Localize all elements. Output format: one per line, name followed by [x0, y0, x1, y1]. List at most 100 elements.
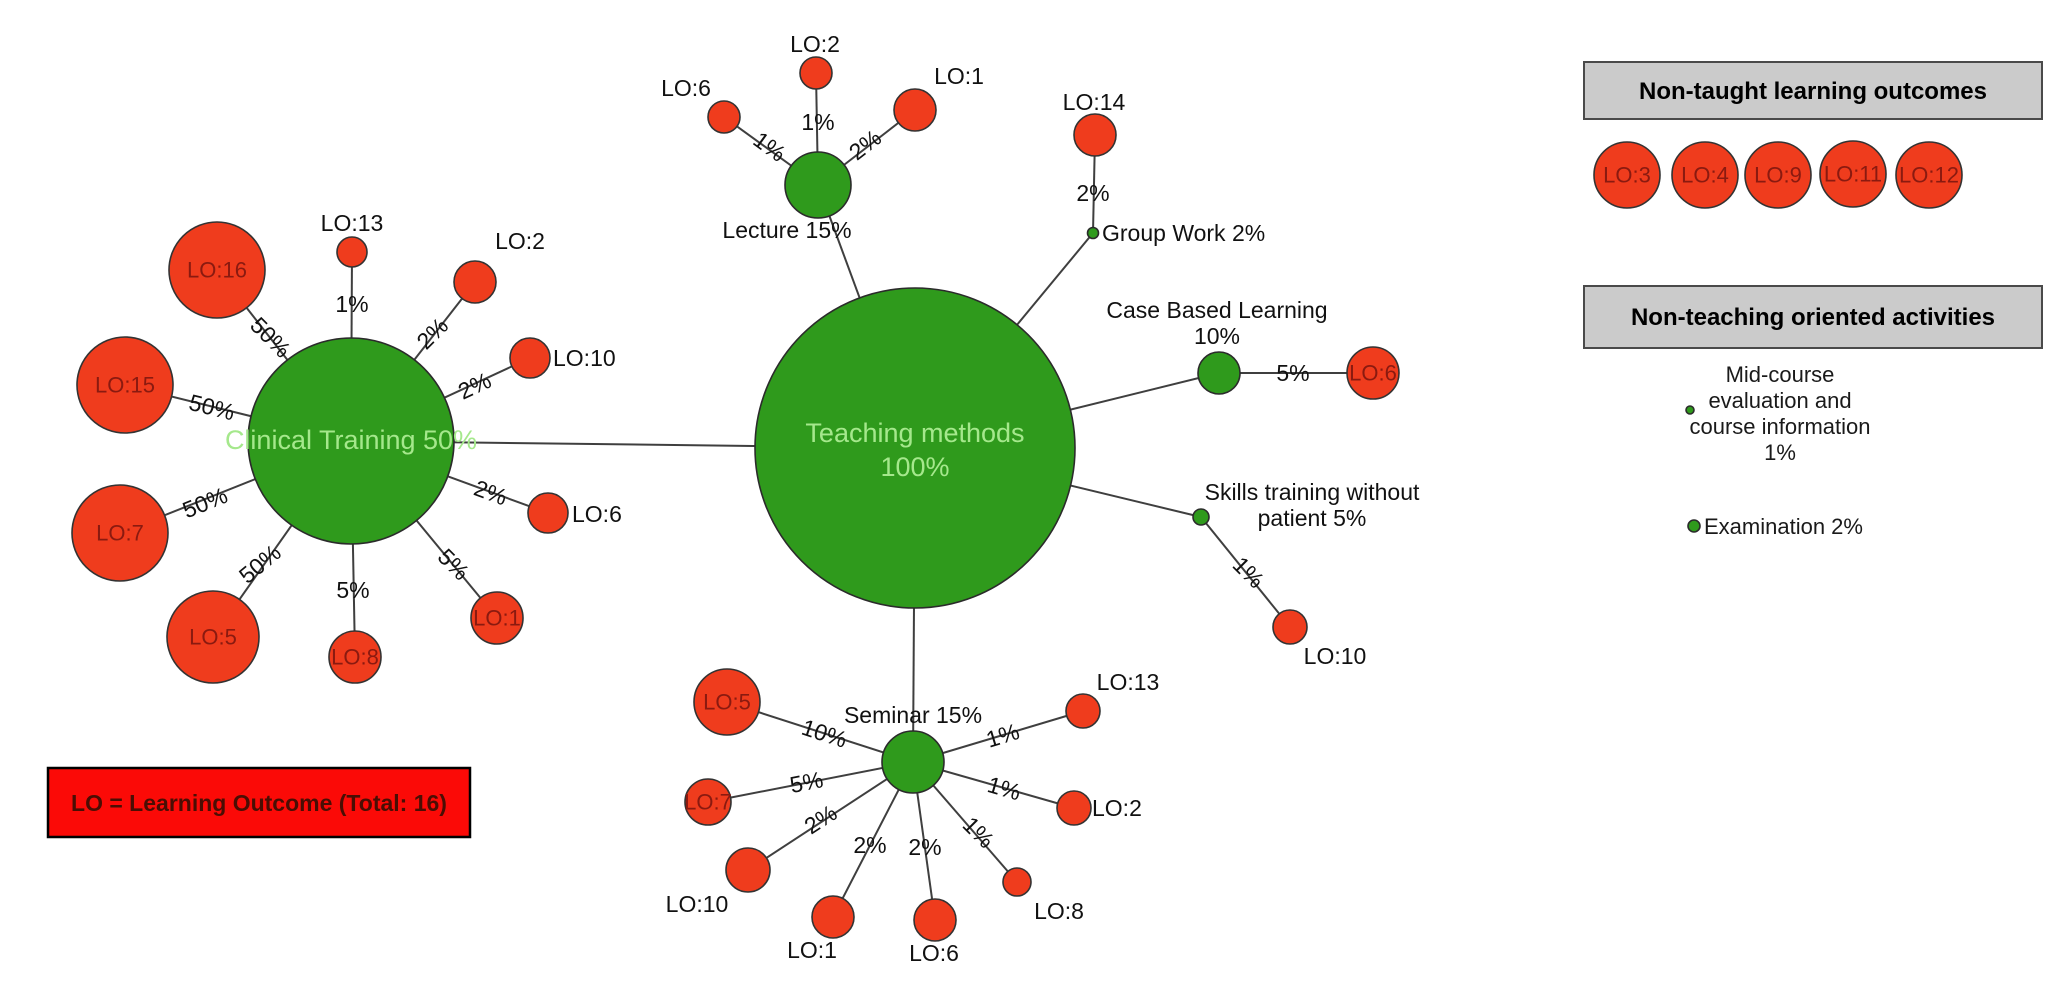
seminar-lo1-label: LO:1: [787, 937, 837, 963]
seminar-lo2-label: LO:2: [1092, 795, 1142, 821]
node-clinical-lo16: [168, 221, 266, 319]
clinical-lo6-label: LO:6: [572, 501, 622, 527]
edge-label-seminar-lo5-pct: 10%: [799, 714, 851, 753]
non-taught-lo12-circle: [1895, 141, 1963, 209]
clinical-lo13-label: LO:13: [321, 210, 384, 236]
node-seminar-lo7: [684, 778, 732, 826]
node-lecture: [784, 151, 852, 219]
teaching-methods-label: Teaching methods 100%: [805, 418, 1024, 482]
legend-label: LO = Learning Outcome (Total: 16): [71, 790, 447, 816]
node-clinical-lo1: [470, 591, 524, 645]
edge-label-cbl-lo6-pct: 5%: [1276, 360, 1309, 386]
node-clinical-lo7: [71, 484, 169, 582]
groupwork-lo14-label: LO:14: [1063, 89, 1126, 115]
node-group-work: [1086, 226, 1100, 240]
examination-dot: [1687, 519, 1701, 533]
node-seminar: [881, 730, 945, 794]
node-clinical-training: [247, 337, 455, 545]
edge-label-clinical-lo7-pct: 50%: [179, 482, 231, 523]
node-cbl-lo6: [1346, 346, 1400, 400]
node-skills-training: [1192, 508, 1210, 526]
non-taught-lo9-circle: [1744, 141, 1812, 209]
non-taught-lo11-label: LO:11: [1824, 162, 1882, 187]
seminar-lo7-label: LO:7: [684, 790, 732, 815]
node-clinical-lo13: [336, 236, 368, 268]
edge-label-lecture-lo2-pct: 1%: [801, 109, 834, 135]
edge-seminar-lo10: [747, 761, 914, 871]
mid-course-label: Mid-course evaluation and course informati…: [1690, 362, 1871, 465]
edge-label-clinical-lo10-pct: 2%: [454, 367, 495, 405]
clinical-lo8-label: LO:8: [331, 645, 379, 670]
edge-label-seminar-lo1-pct: 2%: [853, 832, 886, 858]
node-clinical-lo5: [166, 590, 260, 684]
node-clinical-lo2: [453, 260, 497, 304]
clinical-lo2-label: LO:2: [495, 228, 545, 254]
edge-label-seminar-lo6-pct: 2%: [908, 834, 941, 860]
seminar-lo10-label: LO:10: [666, 891, 729, 917]
edge-seminar-lo7: [707, 761, 914, 803]
seminar-lo8-label: LO:8: [1034, 898, 1084, 924]
seminar-lo13-label: LO:13: [1097, 669, 1160, 695]
seminar-lo6-label: LO:6: [909, 940, 959, 966]
non-taught-lo3-label: LO:3: [1603, 163, 1651, 188]
group-work-label: Group Work 2%: [1102, 220, 1265, 246]
edge-label-clinical-lo5-pct: 50%: [234, 539, 286, 589]
nodes: [71, 56, 1400, 942]
node-labels: Teaching methods 100% Clinical Training 5…: [95, 31, 1420, 966]
edge-label-seminar-lo13-pct: 1%: [983, 718, 1022, 753]
edge-label-clinical-lo1-pct: 5%: [433, 543, 475, 585]
edge-label-groupwork-lo14-pct: 2%: [1076, 180, 1109, 206]
edge-label-clinical-lo13-pct: 1%: [335, 291, 368, 317]
case-based-learning-label: Case Based Learning 10%: [1106, 297, 1327, 349]
non-teaching-header-box: [1583, 285, 2043, 349]
node-clinical-lo6: [527, 492, 569, 534]
node-seminar-lo13: [1065, 693, 1101, 729]
node-seminar-lo2: [1056, 790, 1092, 826]
node-clinical-lo10: [509, 337, 551, 379]
edge-skills-lo10: [1200, 516, 1291, 628]
cbl-lo6-label: LO:6: [1349, 361, 1397, 386]
node-seminar-lo8: [1002, 867, 1032, 897]
non-taught-lo12-label: LO:12: [1899, 163, 1959, 188]
non-taught-lo3-circle: [1593, 141, 1661, 209]
edge-label-clinical-lo16-pct: 50%: [245, 312, 296, 363]
non-taught-lo9-label: LO:9: [1754, 163, 1802, 188]
node-lecture-lo6: [707, 100, 741, 134]
node-case-based-learning: [1197, 351, 1241, 395]
lecture-lo1-label: LO:1: [934, 63, 984, 89]
edge-label-seminar-lo2-pct: 1%: [985, 771, 1024, 805]
node-lecture-lo1: [893, 88, 937, 132]
mid-course-dot: [1685, 405, 1695, 415]
clinical-training-label: Clinical Training 50%: [225, 425, 477, 455]
edge-label-seminar-lo7-pct: 5%: [788, 766, 826, 798]
node-skills-lo10: [1272, 609, 1308, 645]
node-seminar-lo10: [725, 847, 771, 893]
clinical-lo16-label: LO:16: [187, 258, 247, 283]
non-taught-lo4-label: LO:4: [1681, 163, 1729, 188]
skills-lo10-label: LO:10: [1304, 643, 1367, 669]
node-lecture-lo2: [799, 56, 833, 90]
panel-non-teaching: Non-teaching oriented activities Mid-cou…: [1583, 285, 2043, 539]
lecture-label: Lecture 15%: [722, 217, 851, 243]
edge-label-clinical-lo8-pct: 5%: [336, 577, 369, 603]
legend-box: [46, 766, 472, 839]
non-taught-header-title: Non-taught learning outcomes: [1639, 78, 1987, 105]
node-seminar-lo5: [693, 668, 761, 736]
edge-label-clinical-lo15-pct: 50%: [186, 389, 237, 425]
examination-label: Examination 2%: [1704, 514, 1863, 539]
non-taught-lo11-circle: [1819, 140, 1887, 208]
legend: LO = Learning Outcome (Total: 16): [46, 766, 472, 839]
clinical-lo15-label: LO:15: [95, 373, 155, 398]
clinical-lo5-label: LO:5: [189, 625, 237, 650]
node-seminar-lo6: [913, 898, 957, 942]
edge-label-clinical-lo6-pct: 2%: [471, 475, 511, 511]
node-clinical-lo15: [76, 336, 174, 434]
node-clinical-lo8: [328, 630, 382, 684]
node-seminar-lo1: [811, 895, 855, 939]
lecture-lo6-label: LO:6: [661, 75, 711, 101]
clinical-lo10-label: LO:10: [553, 345, 616, 371]
clinical-lo1-label: LO:1: [473, 606, 521, 631]
seminar-lo5-label: LO:5: [703, 690, 751, 715]
